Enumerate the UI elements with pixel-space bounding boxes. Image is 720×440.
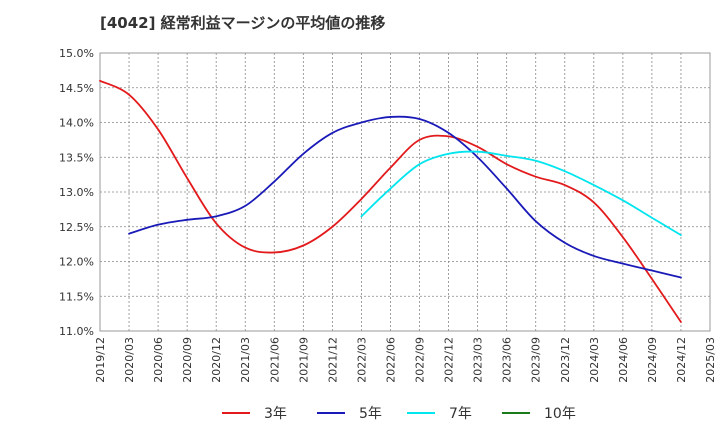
x-tick-label: 2024/06 bbox=[617, 337, 630, 383]
y-axis-ticks: 15.0% 14.5% 14.0% 13.5% 13.0% 12.5% 12.0% 11.5%… bbox=[59, 47, 94, 338]
x-tick-label: 2022/03 bbox=[355, 337, 368, 383]
x-tick-label: 2021/12 bbox=[326, 337, 339, 383]
x-tick-label: 2022/12 bbox=[443, 337, 456, 383]
y-tick-label: 11.0% bbox=[59, 325, 94, 338]
x-tick-label: 2024/12 bbox=[675, 337, 688, 383]
x-tick-label: 2024/03 bbox=[588, 337, 601, 383]
x-tick-label: 2020/03 bbox=[123, 337, 136, 383]
x-tick-label: 2023/06 bbox=[501, 337, 514, 383]
chart-title: [4042] 経常利益マージンの平均値の推移 bbox=[100, 14, 386, 32]
x-axis-ticks: 2019/12 2020/03 2020/06 2020/09 2020/12 2021/… bbox=[94, 337, 717, 383]
x-tick-label: 2020/12 bbox=[210, 337, 223, 383]
y-tick-label: 14.0% bbox=[59, 117, 94, 130]
y-tick-label: 13.0% bbox=[59, 186, 94, 199]
series-line-3 bbox=[360, 150, 682, 236]
series-line-1 bbox=[99, 79, 682, 323]
legend-label: 3年 bbox=[264, 406, 287, 422]
x-tick-label: 2023/12 bbox=[559, 337, 572, 383]
legend-label: 10年 bbox=[544, 406, 576, 422]
legend: 3年 5年 7年 10年 bbox=[222, 406, 576, 422]
y-tick-label: 14.5% bbox=[59, 82, 94, 95]
y-tick-label: 12.5% bbox=[59, 221, 94, 234]
legend-label: 5年 bbox=[359, 406, 382, 422]
series-line-2 bbox=[128, 115, 682, 279]
x-tick-label: 2022/09 bbox=[414, 337, 427, 383]
series-lines bbox=[99, 79, 682, 323]
x-tick-label: 2019/12 bbox=[94, 337, 107, 383]
y-tick-label: 13.5% bbox=[59, 151, 94, 164]
plot-frame bbox=[99, 52, 711, 332]
y-tick-label: 15.0% bbox=[59, 47, 94, 60]
y-tick-label: 12.0% bbox=[59, 256, 94, 269]
x-tick-label: 2025/03 bbox=[704, 337, 717, 383]
x-tick-label: 2020/09 bbox=[181, 337, 194, 383]
x-tick-label: 2021/06 bbox=[268, 337, 281, 383]
grid-lines bbox=[100, 53, 710, 331]
x-tick-label: 2021/09 bbox=[297, 337, 310, 383]
x-tick-label: 2020/06 bbox=[152, 337, 165, 383]
y-tick-label: 11.5% bbox=[59, 290, 94, 303]
legend-label: 7年 bbox=[449, 406, 472, 422]
x-tick-label: 2022/06 bbox=[384, 337, 397, 383]
x-tick-label: 2023/03 bbox=[472, 337, 485, 383]
x-tick-label: 2023/09 bbox=[530, 337, 543, 383]
x-tick-label: 2024/09 bbox=[646, 337, 659, 383]
x-tick-label: 2021/03 bbox=[239, 337, 252, 383]
